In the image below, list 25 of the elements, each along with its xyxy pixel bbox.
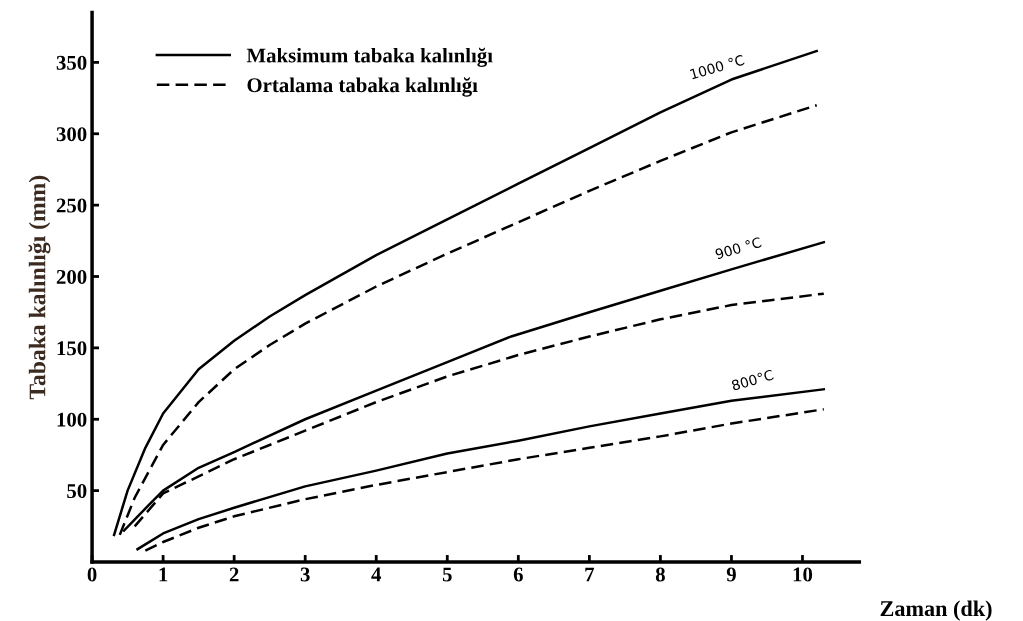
annotation: 900 °C: [714, 236, 762, 260]
x-tick-label: 8: [655, 567, 665, 582]
y-tick-label: 100: [57, 412, 87, 427]
y-tick-label: 350: [56, 55, 87, 70]
x-tick-label: 6: [513, 567, 523, 582]
y-axis-title: Tabaka kalınlığı (mm): [28, 175, 51, 400]
y-tick-label: 250: [56, 198, 87, 213]
x-tick-label: 1: [159, 567, 168, 582]
x-tick-label: 3: [300, 567, 310, 582]
y-tick-label: 300: [56, 127, 87, 142]
x-tick-label: 9: [726, 567, 736, 582]
annotation: 1000 °C: [689, 54, 745, 80]
annotation: 800°C: [731, 369, 774, 391]
x-tick-label: 4: [371, 567, 382, 582]
x-tick-label: 2: [229, 567, 239, 582]
x-tick-label: 5: [442, 567, 452, 582]
x-axis-title: Zaman (dk): [880, 600, 992, 621]
y-tick-label: 200: [56, 269, 87, 284]
x-tick-label: 7: [585, 567, 595, 582]
x-tick-label: 10: [793, 567, 813, 582]
legend-label: Ortalama tabaka kalınlığı: [247, 77, 478, 97]
x-tick-label: 0: [87, 567, 97, 582]
legend-label: Maksimum tabaka kalınlığı: [246, 47, 493, 67]
y-tick-label: 50: [67, 484, 87, 499]
y-tick-label: 150: [57, 341, 87, 356]
